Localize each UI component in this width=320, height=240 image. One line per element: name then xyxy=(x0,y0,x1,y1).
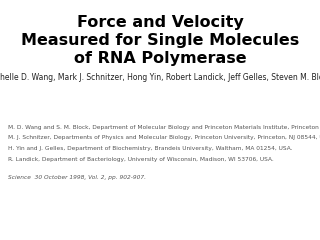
Text: Science  30 October 1998, Vol. 2, pp. 902-907.: Science 30 October 1998, Vol. 2, pp. 902… xyxy=(8,175,146,180)
Text: H. Yin and J. Gelles, Department of Biochemistry, Brandeis University, Waltham, : H. Yin and J. Gelles, Department of Bioc… xyxy=(8,146,292,151)
Text: Michelle D. Wang, Mark J. Schnitzer, Hong Yin, Robert Landick, Jeff Gelles, Stev: Michelle D. Wang, Mark J. Schnitzer, Hon… xyxy=(0,73,320,82)
Text: of RNA Polymerase: of RNA Polymerase xyxy=(74,51,246,66)
Text: R. Landick, Department of Bacteriology, University of Wisconsin, Madison, WI 537: R. Landick, Department of Bacteriology, … xyxy=(8,156,274,162)
Text: Measured for Single Molecules: Measured for Single Molecules xyxy=(21,33,299,48)
Text: M. J. Schnitzer, Departments of Physics and Molecular Biology, Princeton Univers: M. J. Schnitzer, Departments of Physics … xyxy=(8,136,320,140)
Text: Force and Velocity: Force and Velocity xyxy=(76,15,244,30)
Text: M. D. Wang and S. M. Block, Department of Molecular Biology and Princeton Materi: M. D. Wang and S. M. Block, Department o… xyxy=(8,125,320,130)
